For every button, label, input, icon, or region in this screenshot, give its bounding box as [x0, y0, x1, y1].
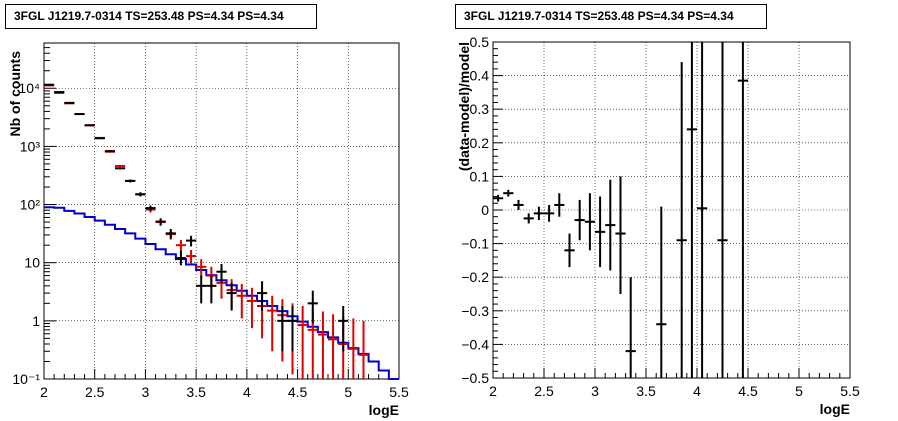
model-point — [317, 311, 328, 379]
residual-point — [493, 194, 504, 202]
residual-point — [676, 62, 687, 378]
data-point — [257, 281, 268, 311]
residual-point — [574, 199, 585, 241]
data-point — [175, 250, 186, 266]
y-tick-label: 10³ — [20, 138, 41, 154]
x-tick-label: 4 — [243, 384, 251, 400]
y-axis-title: Nb of counts — [7, 51, 23, 137]
residual-point — [503, 189, 514, 197]
data-point — [206, 275, 217, 304]
residual-point — [554, 193, 565, 217]
x-tick-label: 4.5 — [288, 384, 308, 400]
x-tick-label: 2 — [489, 383, 497, 399]
model-point — [196, 259, 207, 278]
data-point — [165, 228, 176, 239]
x-axis-title: logE — [820, 401, 850, 417]
model-point — [115, 164, 126, 168]
model-point — [246, 287, 257, 329]
data-point — [226, 282, 237, 311]
data-point — [216, 263, 227, 283]
residual-point — [595, 196, 606, 268]
residual-point — [513, 199, 524, 210]
model-point — [348, 318, 359, 379]
x-axis-title: logE — [369, 402, 399, 418]
residual-point — [717, 42, 728, 378]
x-tick-label: 5.5 — [389, 384, 409, 400]
x-tick-label: 2 — [40, 384, 48, 400]
data-point — [94, 137, 105, 140]
y-tick-label: 10⁻¹ — [12, 371, 40, 387]
x-tick-label: 3.5 — [636, 383, 656, 399]
y-tick-label: 1 — [32, 313, 40, 329]
data-point — [196, 275, 207, 304]
y-axis-title: (data-model)/model — [456, 42, 472, 171]
data-point — [64, 101, 75, 104]
data-point — [104, 150, 115, 153]
y-tick-label: 10 — [24, 255, 40, 271]
y-tick-label: −0.5 — [461, 370, 489, 386]
residual-point — [605, 179, 616, 271]
y-tick-label: 0.3 — [470, 101, 490, 117]
y-tick-label: 0.2 — [470, 135, 490, 151]
residual-point — [544, 204, 555, 222]
y-tick-label: −0.1 — [461, 236, 489, 252]
data-point — [287, 306, 298, 352]
data-point — [115, 167, 126, 170]
data-point — [277, 306, 288, 352]
y-tick-label: 0.4 — [470, 68, 490, 84]
y-tick-label: −0.4 — [461, 336, 489, 352]
x-tick-label: 3 — [591, 383, 599, 399]
y-tick-label: 0.1 — [470, 168, 490, 184]
x-tick-label: 5.5 — [840, 383, 860, 399]
model-point — [297, 306, 308, 379]
x-tick-label: 2.5 — [85, 384, 105, 400]
left-plot-frame — [43, 42, 400, 380]
x-tick-label: 4 — [693, 383, 701, 399]
y-tick-label: −0.3 — [461, 303, 489, 319]
x-tick-label: 4.5 — [738, 383, 758, 399]
data-point — [84, 124, 95, 127]
model-point — [186, 250, 197, 264]
x-tick-label: 2.5 — [534, 383, 554, 399]
model-point — [358, 320, 369, 379]
x-tick-label: 3.5 — [186, 384, 206, 400]
y-tick-label: 10⁴ — [18, 80, 40, 96]
y-tick-label: 10² — [20, 197, 41, 213]
model-point — [328, 314, 339, 379]
y-tick-label: 0 — [481, 202, 489, 218]
residual-point — [533, 206, 544, 221]
residual-point — [697, 42, 708, 378]
data-point — [44, 83, 55, 86]
right-panel-title: 3FGL J1219.7-0314 TS=253.48 PS=4.34 PS=4… — [455, 4, 767, 29]
data-point — [54, 91, 65, 94]
data-point — [338, 306, 349, 352]
model-point — [267, 295, 278, 352]
residual-point — [584, 193, 595, 251]
model-point — [175, 240, 186, 252]
residual-point — [737, 42, 748, 378]
data-point — [74, 113, 85, 116]
residual-point — [625, 277, 636, 378]
x-tick-label: 5 — [795, 383, 803, 399]
residual-point — [656, 206, 667, 378]
data-point — [145, 205, 156, 211]
data-point — [135, 192, 146, 197]
residual-point — [615, 176, 626, 294]
x-tick-label: 3 — [142, 384, 150, 400]
model-point — [236, 284, 247, 319]
data-point — [307, 290, 318, 324]
residual-point — [523, 213, 534, 224]
data-point — [155, 218, 166, 226]
residual-point — [564, 233, 575, 268]
y-tick-label: 0.5 — [470, 34, 490, 50]
data-point — [125, 179, 136, 183]
x-tick-label: 5 — [344, 384, 352, 400]
y-tick-label: −0.2 — [461, 269, 489, 285]
data-point — [186, 235, 197, 247]
left-panel-title: 3FGL J1219.7-0314 TS=253.48 PS=4.34 PS=4… — [5, 4, 317, 29]
residual-point — [686, 42, 697, 378]
